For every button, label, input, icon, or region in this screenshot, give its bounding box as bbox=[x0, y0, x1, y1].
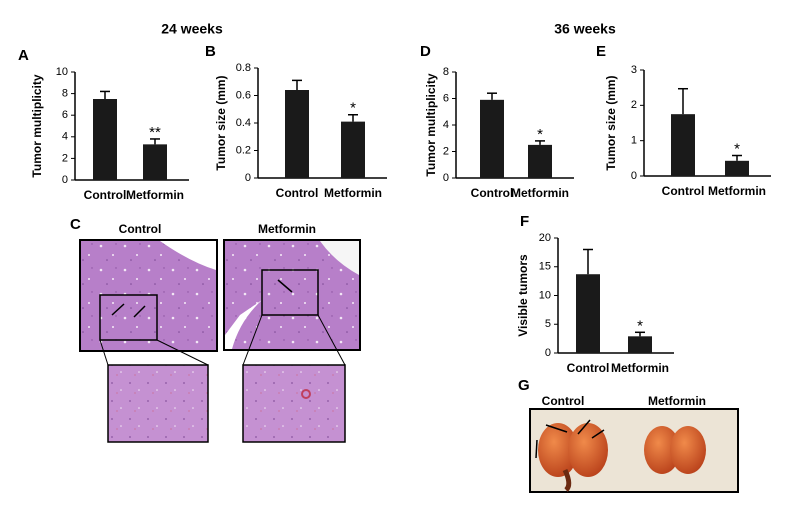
y-axis-label: Tumor size (mm) bbox=[214, 75, 228, 170]
y-tick-label: 4 bbox=[443, 119, 449, 131]
image-label: Metformin bbox=[258, 222, 316, 236]
x-tick-label: Metformin bbox=[511, 186, 569, 200]
y-tick-label: 0.2 bbox=[236, 144, 251, 156]
panel-letter: B bbox=[205, 43, 216, 60]
y-tick-label: 0 bbox=[443, 172, 449, 184]
x-tick-label: Control bbox=[471, 186, 514, 200]
x-tick-label: Metformin bbox=[324, 186, 382, 200]
bar bbox=[628, 336, 652, 353]
bar bbox=[285, 90, 309, 178]
liver-photo bbox=[529, 408, 739, 493]
significance: * bbox=[637, 317, 643, 334]
y-tick-label: 0 bbox=[545, 347, 551, 359]
bar bbox=[576, 274, 600, 353]
histology-images bbox=[79, 239, 361, 443]
y-tick-label: 4 bbox=[62, 131, 68, 143]
y-tick-label: 10 bbox=[539, 289, 551, 301]
x-tick-label: Control bbox=[567, 361, 610, 375]
bar bbox=[725, 160, 749, 176]
x-tick-label: Control bbox=[84, 188, 127, 202]
y-tick-label: 0.4 bbox=[236, 117, 251, 129]
y-tick-label: 6 bbox=[62, 109, 68, 121]
x-tick-label: Control bbox=[276, 186, 319, 200]
panel-letter: G bbox=[518, 377, 530, 394]
panel-letter: A bbox=[18, 47, 29, 64]
significance: * bbox=[350, 100, 356, 117]
y-tick-label: 8 bbox=[443, 66, 449, 78]
image-label: Control bbox=[542, 394, 585, 408]
panel-letter: F bbox=[520, 213, 529, 230]
bar bbox=[671, 114, 695, 176]
y-tick-label: 10 bbox=[56, 66, 68, 78]
y-tick-label: 6 bbox=[443, 92, 449, 104]
y-tick-label: 0 bbox=[631, 170, 637, 182]
y-axis-label: Tumor multiplicity bbox=[30, 74, 44, 177]
x-tick-label: Metformin bbox=[708, 184, 766, 198]
image-label: Control bbox=[119, 222, 162, 236]
y-tick-label: 20 bbox=[539, 232, 551, 244]
significance: * bbox=[734, 140, 740, 157]
heading: 36 weeks bbox=[554, 21, 616, 37]
x-tick-label: Metformin bbox=[611, 361, 669, 375]
x-tick-label: Control bbox=[662, 184, 705, 198]
heading: 24 weeks bbox=[161, 21, 223, 37]
image-label: Metformin bbox=[648, 394, 706, 408]
y-tick-label: 5 bbox=[545, 318, 551, 330]
significance: * bbox=[537, 126, 543, 143]
y-tick-label: 15 bbox=[539, 261, 551, 273]
y-tick-label: 1 bbox=[631, 135, 637, 147]
y-tick-label: 0.8 bbox=[236, 62, 251, 74]
bar bbox=[93, 99, 117, 180]
y-tick-label: 3 bbox=[631, 64, 637, 76]
bar bbox=[143, 144, 167, 180]
y-tick-label: 2 bbox=[62, 152, 68, 164]
panel-letter: C bbox=[70, 216, 81, 233]
bar bbox=[480, 99, 504, 178]
significance: ** bbox=[149, 124, 161, 141]
x-tick-label: Metformin bbox=[126, 188, 184, 202]
y-axis-label: Tumor multiplicity bbox=[424, 73, 438, 176]
y-tick-label: 2 bbox=[443, 145, 449, 157]
panel-letter: E bbox=[596, 43, 606, 60]
y-tick-label: 0 bbox=[245, 172, 251, 184]
y-tick-label: 0 bbox=[62, 174, 68, 186]
y-tick-label: 2 bbox=[631, 99, 637, 111]
y-tick-label: 8 bbox=[62, 88, 68, 100]
y-axis-label: Tumor size (mm) bbox=[604, 75, 618, 170]
panel-letter: D bbox=[420, 43, 431, 60]
bar bbox=[528, 144, 552, 178]
y-axis-label: Visible tumors bbox=[516, 254, 530, 337]
bar bbox=[341, 121, 365, 178]
y-tick-label: 0.6 bbox=[236, 89, 251, 101]
